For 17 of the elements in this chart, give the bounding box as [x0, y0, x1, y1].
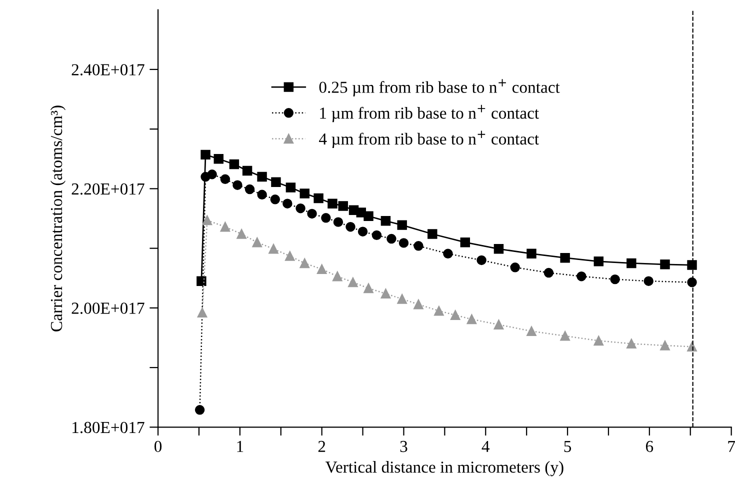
- legend-label: 4 µm from rib base to n$^{+}$ contact: [319, 130, 539, 148]
- y-tick-label: 2.00E+017: [72, 302, 144, 314]
- x-tick-label: 0: [154, 440, 162, 452]
- y-axis-title: Carrier concentration (atoms/cm³): [50, 106, 66, 332]
- x-tick-label: 1: [237, 440, 244, 452]
- y-tick-label: 1.80E+017: [72, 422, 144, 434]
- x-tick-label: 5: [564, 441, 572, 452]
- x-tick-label: 7: [728, 441, 735, 452]
- y-tick-label: 2.20E+017: [72, 183, 144, 195]
- x-axis-title: Vertical distance in micrometers (y): [325, 461, 564, 476]
- x-tick-label: 2: [318, 440, 326, 452]
- y-tick-label: 2.40E+017: [72, 64, 144, 76]
- legend-label: 1 µm from rib base to n$^{+}$ contact: [320, 104, 539, 122]
- x-tick-label: 3: [400, 440, 408, 452]
- x-tick-label: 4: [482, 440, 490, 452]
- x-tick-label: 6: [646, 440, 654, 452]
- legend-label: 0.25 µm from rib base to n$^{+}$ contact: [319, 79, 560, 96]
